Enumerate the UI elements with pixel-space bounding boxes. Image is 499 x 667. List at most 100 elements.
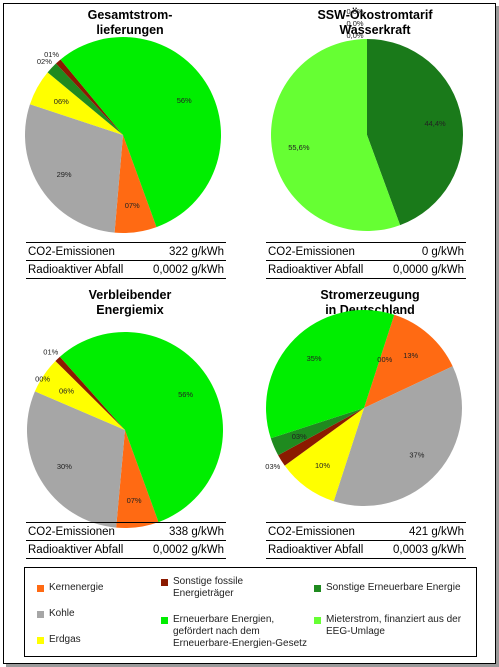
chart-title-energiemix: Verbleibender Energiemix <box>88 288 172 317</box>
pie-slice-fossil <box>55 59 124 135</box>
pie-data-label: 0,0% <box>346 7 363 16</box>
stat-label: CO2-Emissionen <box>268 245 355 258</box>
legend-swatch <box>314 585 321 592</box>
pie-chart-oekostrom: 0,0%0,0%0,0%0,0%44,4%55,6% <box>271 7 464 231</box>
legend-label: Erneuerbare Energien, gefördert nach dem… <box>173 614 307 649</box>
legend-label: Sonstige fossile Energieträger <box>173 576 244 599</box>
pie-data-label: 07% <box>127 496 142 505</box>
legend: Kernenergie Sonstige fossile Energieträg… <box>24 567 477 657</box>
pie-data-label: 29% <box>57 170 72 179</box>
stat-row-waste: Radioaktiver Abfall 0,0002 g/kWh <box>26 540 226 559</box>
pie-slice-mieterstrom <box>271 39 401 231</box>
pie-slice-erneuerbar_sonstige <box>47 63 123 135</box>
pie-data-label: 37% <box>409 451 424 460</box>
pie-data-label: 56% <box>178 390 193 399</box>
pie-slice-eeg <box>266 310 395 439</box>
pie-data-label: 02% <box>37 57 52 66</box>
legend-item-kohle: Kohle <box>37 608 75 620</box>
pie-slice-eeg <box>60 37 221 228</box>
chart-title-oekostrom: SSW-Ökostromtarif Wasserkraft <box>317 8 433 37</box>
legend-swatch <box>161 579 168 586</box>
legend-label: Kernenergie <box>49 582 104 593</box>
pie-data-label: 44,4% <box>424 119 446 128</box>
legend-item-erneuerbar-sonstige: Sonstige Erneuerbare Energie <box>314 582 461 594</box>
legend-item-eeg: Erneuerbare Energien, gefördert nach dem… <box>161 614 307 650</box>
pie-slice-kohle <box>25 104 124 233</box>
pie-data-label: 10% <box>315 461 330 470</box>
legend-swatch <box>37 637 44 644</box>
stats-gesamtstrom: CO2-Emissionen 322 g/kWh Radioaktiver Abf… <box>26 242 226 279</box>
pie-data-label: 01% <box>44 50 59 59</box>
pie-data-label: 13% <box>403 351 418 360</box>
pie-data-label: 0,0% <box>346 19 363 28</box>
legend-swatch <box>161 617 168 624</box>
pie-slice-kohle <box>26 391 126 528</box>
pie-data-label: 06% <box>59 387 74 396</box>
pie-data-label: 03% <box>265 462 280 471</box>
stats-oekostrom: CO2-Emissionen 0 g/kWh Radioaktiver Abfal… <box>266 242 466 279</box>
pie-data-label: 07% <box>125 201 140 210</box>
pie-data-label: 35% <box>307 354 322 363</box>
pie-chart-energiemix: 07% 30% 06% 01% 00% 56% <box>26 331 224 529</box>
pie-slice-erdgas <box>29 72 123 135</box>
pie-data-label: 56% <box>177 96 192 105</box>
stat-label: CO2-Emissionen <box>268 525 355 538</box>
stat-value: 338 g/kWh <box>169 525 224 538</box>
pie-slice-kernenergie <box>114 135 157 233</box>
stat-value: 0,0003 g/kWh <box>393 543 464 556</box>
pie-slice-kohle <box>333 366 462 506</box>
pie-chart-gesamtstrom: 07% 29% 06% 02%01% 56% <box>25 37 221 233</box>
pie-data-label: 03% <box>292 432 307 441</box>
legend-label: Kohle <box>49 608 75 619</box>
pie-data-label: 55,6% <box>288 143 310 152</box>
stats-energiemix: CO2-Emissionen 338 g/kWh Radioaktiver Abf… <box>26 522 226 559</box>
chart-title-gesamtstrom: Gesamtstrom- lieferungen <box>87 8 173 37</box>
stat-label: Radioaktiver Abfall <box>28 543 124 556</box>
pie-data-label: 0,0% <box>346 31 363 40</box>
stat-label: CO2-Emissionen <box>28 245 115 258</box>
pie-slice-eeg <box>59 331 224 523</box>
legend-item-erdgas: Erdgas <box>37 634 81 646</box>
legend-label: Erdgas <box>49 634 81 645</box>
pie-slice-erdgas <box>34 360 125 430</box>
stat-row-co2: CO2-Emissionen 0 g/kWh <box>266 242 466 260</box>
pie-data-label: 01% <box>43 348 58 357</box>
legend-item-mieterstrom: Mieterstrom, finanziert aus der EEG-Umla… <box>314 614 461 638</box>
stat-row-co2: CO2-Emissionen 338 g/kWh <box>26 522 226 540</box>
legend-swatch <box>37 611 44 618</box>
stat-label: CO2-Emissionen <box>28 525 115 538</box>
pie-chart-deutschland: 13% 37% 10% 03% 03% 35% 00% <box>265 310 462 506</box>
pie-data-label: 30% <box>57 462 72 471</box>
pie-slice-wasserkraft <box>367 39 464 226</box>
stat-row-co2: CO2-Emissionen 421 g/kWh <box>266 522 466 540</box>
legend-swatch <box>37 585 44 592</box>
stat-row-co2: CO2-Emissionen 322 g/kWh <box>26 242 226 260</box>
pie-slice-erneuerbar_sonstige <box>270 408 364 456</box>
pie-data-label: 06% <box>54 97 69 106</box>
stat-value: 0,0002 g/kWh <box>153 543 224 556</box>
stat-row-waste: Radioaktiver Abfall 0,0000 g/kWh <box>266 260 466 279</box>
stat-label: Radioaktiver Abfall <box>268 263 364 276</box>
legend-item-fossil: Sonstige fossile Energieträger <box>161 576 243 600</box>
legend-swatch <box>314 617 321 624</box>
stats-deutschland: CO2-Emissionen 421 g/kWh Radioaktiver Abf… <box>266 522 466 559</box>
pie-data-label: 00% <box>35 375 50 384</box>
legend-label: Sonstige Erneuerbare Energie <box>326 582 461 593</box>
pie-slice-fossil <box>278 408 364 466</box>
pie-slice-erdgas <box>284 408 364 502</box>
pie-slice-fossil <box>55 356 125 430</box>
pie-slice-kernenergie <box>364 314 453 408</box>
legend-item-kernenergie: Kernenergie <box>37 582 103 594</box>
stat-label: Radioaktiver Abfall <box>28 263 124 276</box>
legend-label: Mieterstrom, finanziert aus der EEG-Umla… <box>326 614 462 637</box>
stat-value: 322 g/kWh <box>169 245 224 258</box>
stat-value: 421 g/kWh <box>409 525 464 538</box>
stat-row-waste: Radioaktiver Abfall 0,0003 g/kWh <box>266 540 466 559</box>
pie-data-label: 00% <box>377 355 392 364</box>
pie-slice-kernenergie <box>116 430 159 529</box>
stat-value: 0,0002 g/kWh <box>153 263 224 276</box>
stat-label: Radioaktiver Abfall <box>268 543 364 556</box>
stat-value: 0,0000 g/kWh <box>393 263 464 276</box>
stat-value: 0 g/kWh <box>421 245 464 258</box>
stat-row-waste: Radioaktiver Abfall 0,0002 g/kWh <box>26 260 226 279</box>
